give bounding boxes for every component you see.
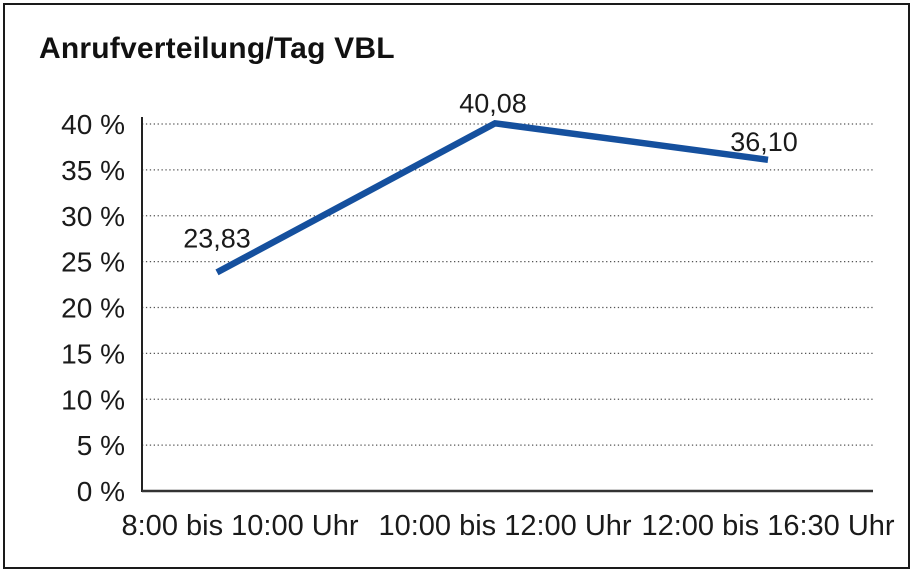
y-tick-label: 35 % (61, 155, 125, 186)
chart-title: Anrufverteilung/Tag VBL (39, 32, 395, 65)
category-label: 8:00 bis 10:00 Uhr (122, 510, 359, 542)
y-tick-label: 10 % (61, 384, 125, 415)
y-tick-label: 20 % (61, 293, 125, 324)
category-label: 12:00 bis 16:30 Uhr (641, 510, 894, 542)
y-tick-label: 30 % (61, 201, 125, 232)
series-line (215, 119, 769, 276)
y-tick-label: 0 % (77, 476, 125, 507)
category-label: 10:00 bis 12:00 Uhr (378, 510, 631, 542)
y-tick-label: 25 % (61, 247, 125, 278)
y-tick-label: 15 % (61, 338, 125, 369)
y-tick-label: 5 % (77, 430, 125, 461)
y-tick-label: 40 % (61, 109, 125, 140)
data-point-label: 40,08 (459, 88, 527, 118)
chart-border-frame (3, 3, 910, 569)
data-point-label: 36,10 (730, 127, 798, 157)
data-point-label: 23,83 (183, 223, 251, 253)
